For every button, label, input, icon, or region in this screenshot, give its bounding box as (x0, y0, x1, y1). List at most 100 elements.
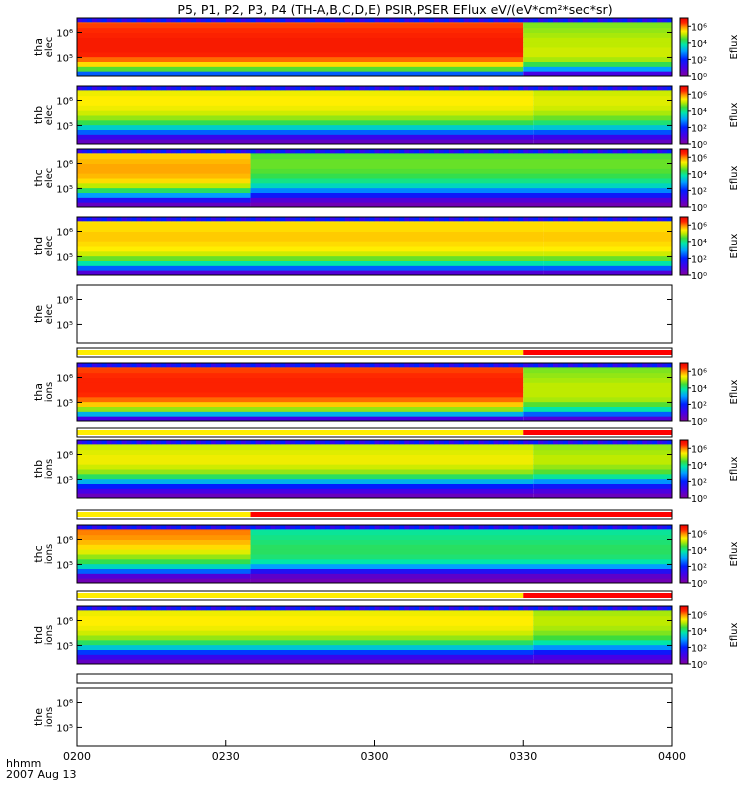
spectrogram-noise-cell (245, 525, 251, 530)
y-tick-label: 10⁶ (56, 699, 73, 710)
spectrogram-noise-cell (305, 363, 311, 368)
spectrogram-noise-cell (131, 217, 137, 222)
spectrogram-cell (77, 578, 251, 584)
spectrogram-noise-cell (528, 149, 534, 154)
spectrogram-noise-cell (647, 217, 653, 222)
spectrogram-noise-cell (647, 440, 653, 445)
spectrogram-noise-cell (488, 363, 494, 368)
spectrogram-noise-cell (349, 149, 355, 154)
spectrogram-noise-cell (126, 86, 132, 91)
spectrogram-noise-cell (617, 525, 623, 530)
spectrogram-cell (77, 649, 534, 655)
spectrogram-noise-cell (627, 363, 633, 368)
spectrogram-noise-cell (667, 525, 673, 530)
spectrogram-noise-cell (438, 86, 445, 91)
spectrogram-noise-cell (220, 149, 227, 154)
spectrogram-noise-cell (632, 149, 638, 154)
colorbar (679, 524, 689, 584)
spectrogram-noise-cell (315, 606, 321, 611)
colorbar-tick-label: 10² (691, 400, 707, 411)
spectrogram-noise-cell (384, 18, 390, 23)
spectrogram-noise-cell (171, 18, 177, 23)
spectrogram-noise-cell (146, 525, 152, 530)
spectrogram-noise-cell (295, 86, 301, 91)
spectrogram-noise-cell (607, 525, 613, 530)
spectrogram-noise-cell (424, 86, 430, 91)
spectrogram-noise-cell (503, 525, 509, 530)
spectrogram-noise-cell (483, 217, 489, 222)
panel-thc_ions: 10⁶ 10⁵ thc ions 10⁰ 10² 10⁴ 10⁶ Eflux (32, 524, 740, 590)
panel-label-tha_ions-species: ions (44, 382, 55, 402)
spectrogram-cell (77, 110, 534, 116)
spectrogram-noise-cell (324, 363, 331, 368)
spectrogram-noise-cell (310, 86, 316, 91)
spectrogram-noise-cell (225, 86, 232, 91)
spectrogram-cell (77, 246, 544, 252)
spectrogram-noise-cell (290, 86, 296, 91)
spectrogram-noise-cell (166, 18, 172, 23)
panel-label-thd_ions-probe: thd (32, 626, 45, 644)
spectrogram-noise-cell (438, 149, 445, 154)
spectrogram-noise-cell (181, 363, 187, 368)
spectrogram-noise-cell (448, 86, 455, 91)
spectrogram-cell (533, 444, 672, 451)
spectrogram-noise-cell (523, 149, 529, 154)
panel-label-thc_elec-probe: thc (32, 169, 45, 186)
spectrogram-cell (77, 250, 544, 257)
spectrogram-noise-cell (121, 217, 127, 222)
spectrogram-noise-cell (235, 440, 241, 445)
spectrogram-noise-cell (111, 18, 117, 23)
spectrogram-noise-cell (419, 363, 425, 368)
spectrogram-noise-cell (91, 86, 98, 91)
spectrogram-noise-cell (617, 217, 623, 222)
spectrogram-noise-cell (553, 363, 559, 368)
spectrogram-noise-cell (374, 606, 380, 611)
spectrogram-noise-cell (627, 525, 633, 530)
spectrogram-noise-cell (389, 440, 395, 445)
spectrogram-noise-cell (156, 18, 162, 23)
spectrogram-noise-cell (399, 440, 405, 445)
spectrogram-noise-cell (161, 18, 167, 23)
mode-bar-bar_after_thd_ions (76, 673, 673, 684)
spectrogram-noise-cell (359, 217, 365, 222)
spectrogram-noise-cell (235, 525, 241, 530)
spectrogram-noise-cell (597, 363, 603, 368)
spectrogram-noise-cell (379, 525, 385, 530)
spectrogram-noise-cell (667, 86, 673, 91)
spectrogram-noise-cell (602, 606, 608, 611)
spectrogram-noise-cell (488, 440, 494, 445)
spectrogram-noise-cell (210, 149, 217, 154)
spectrogram-noise-cell (404, 440, 410, 445)
spectrogram-noise-cell (508, 440, 514, 445)
spectrogram-noise-cell (557, 18, 564, 23)
spectrogram-noise-cell (280, 525, 286, 530)
spectrogram-noise-cell (587, 18, 593, 23)
spectrogram-noise-cell (101, 217, 108, 222)
spectrogram-noise-cell (141, 86, 147, 91)
colorbar-tick-label: 10⁶ (691, 22, 707, 33)
panel-frame (76, 362, 673, 422)
spectrogram-noise-cell (587, 440, 593, 445)
spectrogram-noise-cell (329, 18, 336, 23)
colorbar-tick-label: 10⁰ (691, 72, 707, 83)
spectrogram-noise-cell (310, 217, 316, 222)
spectrogram-noise-cell (315, 18, 321, 23)
panel-thd_elec: 10⁶ 10⁵ thd elec 10⁰ 10² 10⁴ 10⁶ Eflux (32, 216, 740, 282)
spectrogram-noise-cell (543, 217, 549, 222)
spectrogram-noise-cell (146, 363, 152, 368)
spectrogram-noise-cell (186, 149, 192, 154)
spectrogram-noise-cell (538, 149, 544, 154)
colorbar-tick-label: 10⁶ (691, 153, 707, 164)
spectrogram-noise-cell (181, 440, 187, 445)
spectrogram-noise-cell (518, 18, 524, 23)
spectrogram-noise-cell (562, 86, 569, 91)
spectrogram-noise-cell (86, 86, 93, 91)
spectrogram-noise-cell (374, 525, 380, 530)
spectrogram-noise-cell (468, 440, 474, 445)
spectrogram-noise-cell (652, 440, 658, 445)
spectrogram-noise-cell (533, 217, 539, 222)
spectrogram-noise-cell (230, 363, 236, 368)
figure-title: P5, P1, P2, P3, P4 (TH-A,B,C,D,E) PSIR,P… (177, 2, 612, 17)
spectrogram-noise-cell (657, 86, 663, 91)
spectrogram-noise-cell (592, 440, 598, 445)
